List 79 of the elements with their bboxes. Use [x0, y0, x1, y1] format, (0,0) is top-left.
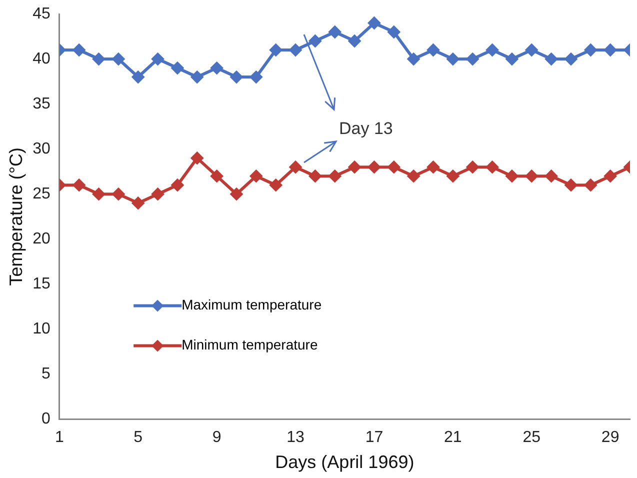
y-tick-label: 30	[32, 140, 50, 158]
point	[407, 52, 420, 66]
point	[387, 160, 400, 174]
point	[210, 62, 224, 75]
legend-label: Maximum temperature	[182, 296, 322, 313]
point	[250, 170, 263, 183]
point	[289, 160, 302, 174]
y-tick-label: 10	[32, 320, 50, 338]
point	[170, 178, 184, 192]
x-tick-label: 21	[444, 429, 462, 446]
y-tick-label: 20	[32, 230, 50, 248]
point	[151, 188, 164, 201]
point	[446, 52, 460, 66]
point	[426, 44, 440, 57]
x-tick-label: 17	[365, 429, 384, 446]
x-tick-label: 13	[286, 429, 305, 446]
point	[308, 34, 322, 48]
point	[544, 170, 558, 183]
point	[269, 178, 282, 192]
point	[170, 62, 184, 75]
point	[604, 44, 617, 57]
point	[348, 34, 362, 48]
point	[505, 52, 518, 66]
y-tick-label: 45	[32, 5, 50, 22]
point	[604, 170, 617, 183]
annotation: Day 13	[338, 119, 393, 138]
point	[466, 52, 480, 66]
point	[190, 152, 204, 165]
y-tick-label: 15	[32, 276, 50, 293]
point	[505, 170, 518, 183]
point	[407, 170, 420, 183]
point	[525, 44, 538, 57]
point	[151, 52, 164, 66]
point	[72, 44, 86, 57]
point	[210, 170, 224, 183]
point	[72, 178, 86, 192]
x-tick-label: 5	[134, 429, 143, 446]
point	[446, 170, 460, 183]
point	[92, 52, 106, 66]
point	[584, 44, 598, 57]
y-axis-title: Temperature (°C)	[6, 147, 26, 286]
point	[92, 188, 106, 201]
point	[348, 160, 362, 174]
x-tick-label: 29	[601, 429, 620, 446]
point	[230, 70, 243, 84]
point	[328, 170, 342, 183]
point	[486, 160, 499, 174]
x-tick-label: 25	[522, 429, 541, 446]
y-tick-label: 0	[41, 410, 50, 428]
point	[250, 70, 263, 84]
point	[466, 160, 480, 174]
point	[486, 44, 499, 57]
y-tick-label: 35	[32, 95, 50, 112]
point	[564, 52, 578, 66]
y-tick-label: 25	[32, 185, 50, 202]
point	[564, 178, 578, 192]
point	[426, 160, 440, 174]
y-tick-label: 40	[32, 50, 50, 68]
point	[132, 196, 145, 210]
point	[190, 70, 204, 84]
point	[230, 188, 243, 201]
x-axis-title: Days (April 1969)	[275, 452, 414, 472]
point	[112, 52, 125, 66]
point	[112, 188, 125, 201]
point	[368, 16, 381, 30]
point	[368, 160, 381, 174]
x-tick-label: 9	[212, 429, 222, 446]
x-tick-label: 1	[54, 429, 64, 446]
y-tick-label: 5	[41, 366, 50, 383]
point	[525, 170, 538, 183]
point	[387, 26, 400, 39]
point	[269, 44, 282, 57]
point	[544, 52, 558, 66]
point	[584, 178, 598, 192]
point	[132, 70, 145, 84]
point	[289, 44, 302, 57]
legend-label: Minimum temperature	[182, 336, 318, 353]
point	[328, 26, 342, 39]
point	[308, 170, 322, 183]
